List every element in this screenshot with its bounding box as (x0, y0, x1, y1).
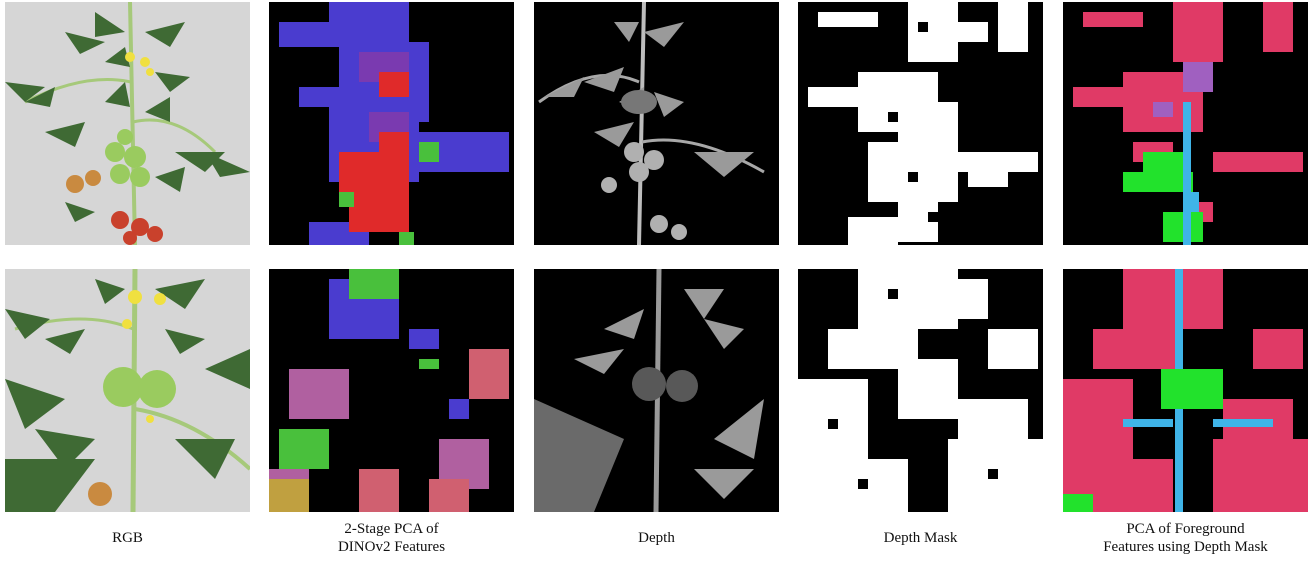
row1-depth-mask-image (798, 2, 1043, 245)
caption-foreground-pca: PCA of Foreground Features using Depth M… (1063, 520, 1308, 556)
row1-rgb-image (5, 2, 250, 245)
row1-pca-features-image (269, 2, 514, 245)
caption-depth: Depth (534, 529, 779, 547)
caption-depth-line1: Depth (638, 530, 675, 546)
caption-pca: 2-Stage PCA of DINOv2 Features (269, 520, 514, 556)
caption-rgb: RGB (5, 529, 250, 547)
row2-foreground-pca-image (1063, 269, 1308, 512)
caption-foreground-pca-line1: PCA of Foreground (1126, 521, 1245, 537)
row1-depth-image (534, 2, 779, 245)
row1-foreground-pca-image (1063, 2, 1308, 245)
caption-depth-mask-line1: Depth Mask (883, 530, 958, 546)
caption-rgb-line1: RGB (112, 530, 143, 546)
row2-pca-features-image (269, 269, 514, 512)
caption-foreground-pca-line2: Features using Depth Mask (1103, 539, 1268, 555)
caption-pca-line1: 2-Stage PCA of (344, 521, 439, 537)
row2-depth-image (534, 269, 779, 512)
row2-depth-mask-image (798, 269, 1043, 512)
caption-depth-mask: Depth Mask (798, 529, 1043, 547)
caption-pca-line2: DINOv2 Features (337, 539, 446, 555)
row2-rgb-image (5, 269, 250, 512)
